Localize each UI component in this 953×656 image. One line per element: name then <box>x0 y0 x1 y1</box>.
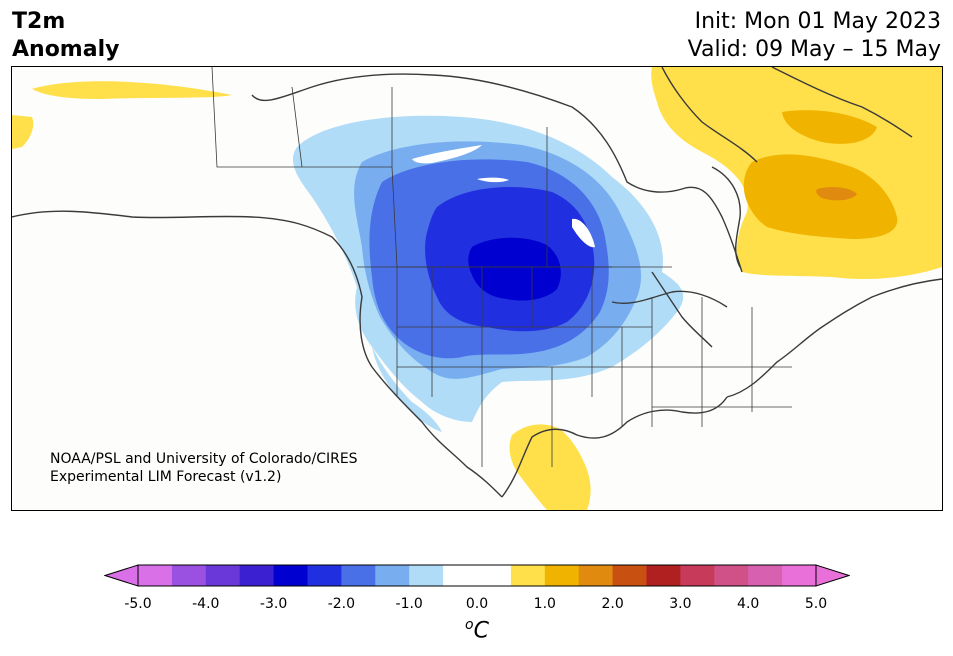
colorbar-tick-label: -3.0 <box>259 596 288 612</box>
warm-anomaly-mexico <box>509 424 591 510</box>
colorbar-tick-label: -2.0 <box>327 596 356 612</box>
map-canvas <box>12 67 942 510</box>
title-line1: T2m <box>12 9 66 34</box>
unit-degree: o <box>465 617 474 633</box>
colorbar-swatch <box>273 565 308 586</box>
forecast-dates: Init: Mon 01 May 2023 Valid: 09 May – 15… <box>688 8 941 64</box>
lake-athabasca <box>477 177 509 183</box>
colorbar-swatch <box>544 565 580 586</box>
anomaly-map: NOAA/PSL and University of Colorado/CIRE… <box>11 66 943 511</box>
colorbar-tick-label: 1.0 <box>533 596 556 612</box>
colorbar-swatch <box>443 565 478 586</box>
colorbar-swatch <box>239 565 275 586</box>
colorbar-swatch <box>510 565 546 586</box>
colorbar-swatch <box>341 565 376 586</box>
colorbar-tick-label: -4.0 <box>192 596 220 612</box>
colorbar-unit: oC <box>465 617 489 643</box>
unit-letter: C <box>473 618 489 644</box>
cold-coast-tongue <box>372 347 442 432</box>
map-title: T2m Anomaly <box>12 8 119 64</box>
warm-anomaly-arctic <box>32 81 232 99</box>
colorbar-tick-label: 5.0 <box>804 596 828 612</box>
colorbar-swatch <box>646 565 681 586</box>
colorbar-swatch <box>477 565 512 586</box>
colorbar-swatch <box>205 565 241 586</box>
colorbar-tick-label: -5.0 <box>124 596 152 612</box>
colorbar-swatch <box>409 565 444 586</box>
valid-range: Valid: 09 May – 15 May <box>687 37 941 62</box>
colorbar <box>104 564 850 587</box>
colorbar-swatch <box>138 565 173 586</box>
lake-winnipeg <box>572 218 595 248</box>
credit-line2: Experimental LIM Forecast (v1.2) <box>50 469 282 485</box>
colorbar-swatch <box>714 565 749 586</box>
title-line2: Anomaly <box>12 37 120 62</box>
colorbar-ticks: -5.0 -4.0 -3.0 -2.0 -1.0 0.0 1.0 2.0 3.0 4.0 5.0 <box>0 596 953 616</box>
colorbar-swatch <box>782 565 817 586</box>
coastlines <box>12 67 942 498</box>
colorbar-min-extend <box>104 564 139 587</box>
colorbar-tick-label: 3.0 <box>669 596 692 612</box>
great-slave-lake <box>412 145 482 164</box>
warm-anomaly-baffin <box>782 110 877 144</box>
colorbar-swatch <box>612 565 647 586</box>
colorbar-swatch <box>578 565 614 586</box>
colorbar-outline <box>137 564 817 587</box>
credit-line1: NOAA/PSL and University of Colorado/CIRE… <box>50 451 358 467</box>
political-borders <box>211 67 792 467</box>
colorbar-tick-label: 2.0 <box>601 596 624 612</box>
colorbar-tick-label: 0.0 <box>465 596 489 612</box>
colorbar-swatch <box>680 565 715 586</box>
warm-anomaly-alaska-edge <box>12 115 34 149</box>
colorbar-swatch <box>375 565 410 586</box>
colorbar-tick-label: 4.0 <box>737 596 760 612</box>
credit-text: NOAA/PSL and University of Colorado/CIRE… <box>50 450 358 486</box>
colorbar-max-extend <box>815 564 850 587</box>
colorbar-tick-label: -1.0 <box>395 596 423 612</box>
colorbar-swatch <box>748 565 783 586</box>
colorbar-swatch <box>171 565 207 586</box>
colorbar-swatch <box>307 565 342 586</box>
init-date: Init: Mon 01 May 2023 <box>694 9 941 34</box>
warm-anomaly-east-level3 <box>816 186 857 201</box>
cold-anomaly-level5 <box>468 237 561 301</box>
